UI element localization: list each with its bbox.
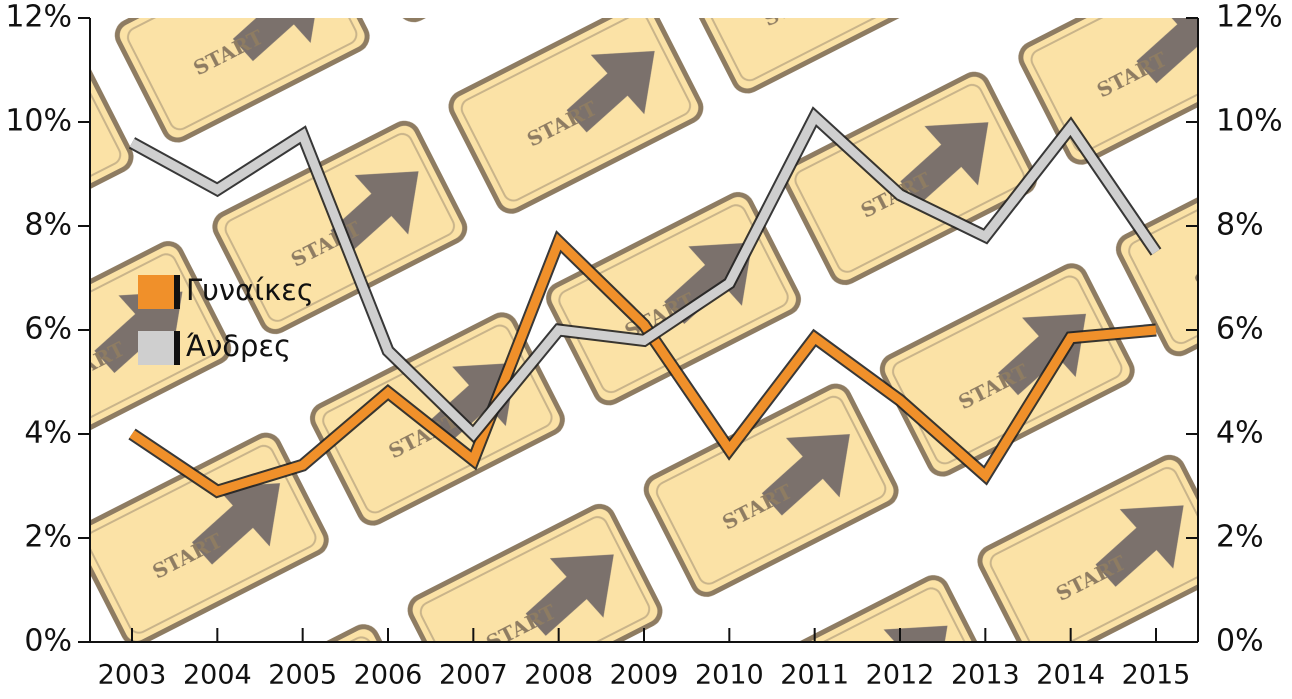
y-tick-label: 6%	[24, 312, 72, 347]
x-tick-label: 2014	[1036, 660, 1105, 691]
y2-tick-label: 10%	[1216, 104, 1283, 139]
line-series	[129, 109, 1160, 441]
x-tick-label: 2011	[780, 660, 849, 691]
legend-label: Άνδρες	[186, 329, 291, 363]
y-tick-label: 0%	[24, 624, 72, 659]
x-tick-label: 2013	[951, 660, 1020, 691]
y2-tick-label: 0%	[1216, 624, 1264, 659]
legend-swatch-edge	[174, 275, 180, 309]
legend-swatch	[138, 331, 174, 365]
x-tick-label: 2015	[1122, 660, 1191, 691]
y-tick-label: 4%	[24, 416, 72, 451]
line-series	[129, 233, 1157, 497]
y2-tick-label: 8%	[1216, 208, 1264, 243]
x-tick-label: 2012	[866, 660, 935, 691]
x-tick-label: 2008	[524, 660, 593, 691]
x-tick-label: 2003	[98, 660, 167, 691]
y-tick-label: 2%	[24, 520, 72, 555]
y2-tick-label: 12%	[1216, 0, 1283, 35]
y2-tick-label: 4%	[1216, 416, 1264, 451]
legend-swatch	[138, 275, 174, 309]
y-tick-label: 10%	[5, 104, 72, 139]
x-tick-label: 2009	[610, 660, 679, 691]
y2-tick-label: 2%	[1216, 520, 1264, 555]
legend-label: Γυναίκες	[186, 273, 314, 307]
y-tick-label: 8%	[24, 208, 72, 243]
x-tick-label: 2007	[439, 660, 508, 691]
x-tick-label: 2006	[354, 660, 423, 691]
y-tick-label: 12%	[5, 0, 72, 35]
y2-tick-label: 6%	[1216, 312, 1264, 347]
x-tick-label: 2004	[183, 660, 252, 691]
x-tick-label: 2010	[695, 660, 764, 691]
x-tick-label: 2005	[268, 660, 337, 691]
legend-swatch-edge	[174, 331, 180, 365]
